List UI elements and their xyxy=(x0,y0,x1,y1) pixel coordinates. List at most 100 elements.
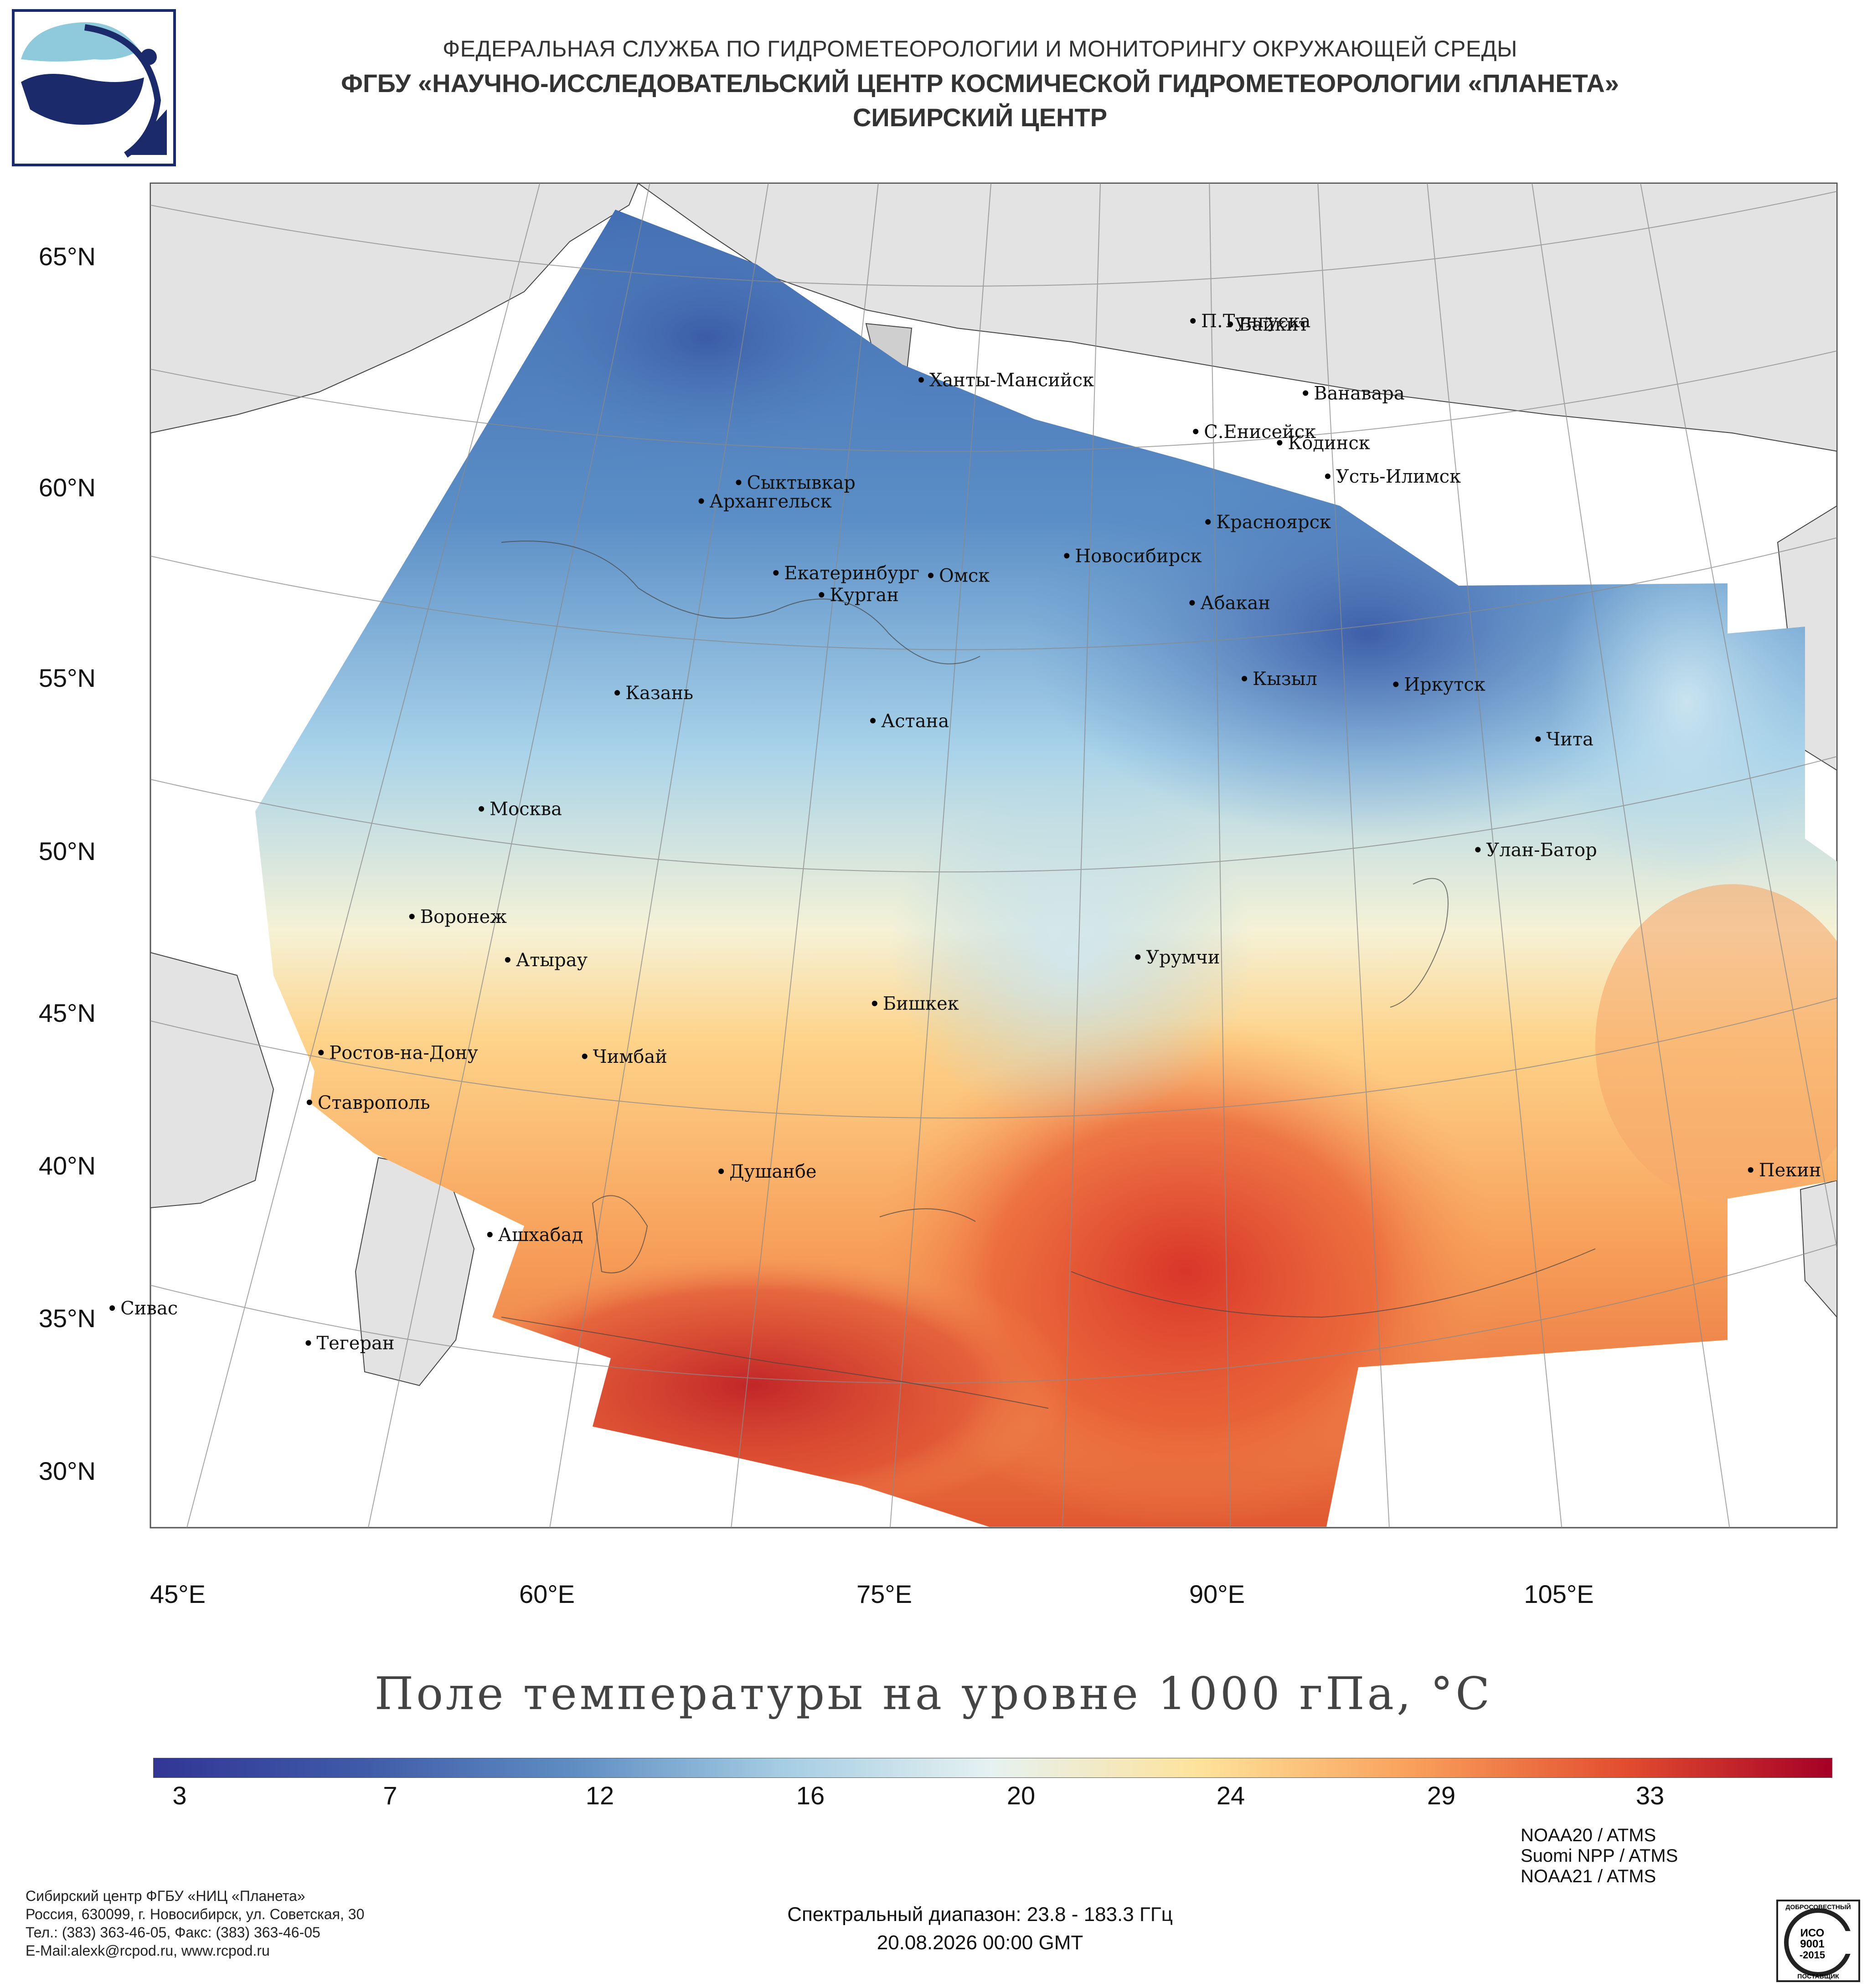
city-label: Сивас xyxy=(120,1298,178,1319)
city-label: Абакан xyxy=(1200,593,1270,614)
city-marker xyxy=(614,690,620,696)
city-label: Душанбе xyxy=(729,1161,817,1182)
city-marker xyxy=(918,377,924,383)
city-label: Архангельск xyxy=(710,491,832,512)
city-marker xyxy=(1189,600,1195,606)
lat-label-50: 50°N xyxy=(38,837,96,865)
city-marker xyxy=(736,479,742,485)
temperature-map: ДиксонХатангаСабеттаНорильскАрхангельскИ… xyxy=(109,182,1838,1529)
org-email: E-Mail:alexk@rcpod.ru, www.rcpod.ru xyxy=(26,1942,270,1959)
lon-label-60: 60°E xyxy=(519,1580,575,1608)
city-label: Екатеринбург xyxy=(784,563,919,584)
lat-label-30: 30°N xyxy=(38,1457,96,1485)
temperature-colorbar xyxy=(153,1758,1832,1778)
city-label: Чимбай xyxy=(593,1046,667,1067)
observation-datetime: 20.08.2026 00:00 GMT xyxy=(877,1931,1083,1954)
city-marker xyxy=(305,1340,311,1346)
colorbar-tick-3: 3 xyxy=(172,1781,187,1810)
city-marker xyxy=(409,913,415,919)
city-label: Чита xyxy=(1546,729,1594,750)
city-marker xyxy=(870,718,876,724)
city-marker xyxy=(1325,473,1331,479)
city-label: Омск xyxy=(939,566,990,587)
city-marker xyxy=(1227,321,1233,327)
boundaries xyxy=(501,541,1596,1409)
city-marker xyxy=(718,1169,724,1174)
city-label: Пекин xyxy=(1759,1160,1821,1181)
city-marker xyxy=(1193,428,1199,434)
city-marker xyxy=(1535,736,1541,742)
city-marker xyxy=(1242,675,1248,681)
graticule xyxy=(150,183,1837,1528)
iso-bottom-text: ПОСТАВЩИК xyxy=(1797,1973,1839,1980)
city-marker xyxy=(1748,1167,1754,1173)
product-info: Спектральный диапазон: 23.8 - 183.3 ГГц … xyxy=(593,1900,1367,1957)
city-label: Красноярск xyxy=(1216,512,1331,533)
city-marker xyxy=(1277,440,1283,446)
city-marker xyxy=(306,1099,312,1105)
city-marker xyxy=(1393,681,1399,687)
colorbar-tick-29: 29 xyxy=(1427,1781,1456,1810)
city-label: Казань xyxy=(625,683,693,704)
city-label: Астана xyxy=(881,711,949,731)
header-agency: ФЕДЕРАЛЬНАЯ СЛУЖБА ПО ГИДРОМЕТЕОРОЛОГИИ … xyxy=(443,36,1517,62)
colorbar-tick-12: 12 xyxy=(585,1781,614,1810)
city-label: Урумчи xyxy=(1146,947,1220,968)
city-label: Ашхабад xyxy=(498,1225,583,1246)
lat-label-65: 65°N xyxy=(38,242,96,271)
lon-label-75: 75°E xyxy=(856,1580,913,1608)
iso-top-text: ДОБРОСОВЕСТНЫЙ xyxy=(1785,1903,1851,1911)
colorbar-tick-7: 7 xyxy=(383,1781,397,1810)
lat-label-45: 45°N xyxy=(38,999,96,1027)
city-marker xyxy=(1190,318,1196,324)
city-label: Ростов-на-Дону xyxy=(329,1042,478,1063)
city-marker xyxy=(872,1000,877,1006)
city-label: Бишкек xyxy=(883,994,959,1015)
lon-label-45: 45°E xyxy=(150,1580,206,1608)
city-label: Улан-Батор xyxy=(1486,839,1597,860)
city-label: Сыктывкар xyxy=(747,472,855,493)
city-label: Новосибирск xyxy=(1075,546,1202,567)
satellite-list: NOAA20 / ATMS Suomi NPP / ATMS NOAA21 / … xyxy=(1521,1825,1678,1887)
satellite-noaa21: NOAA21 / ATMS xyxy=(1521,1866,1656,1886)
iso-number: 9001 xyxy=(1800,1938,1824,1950)
lon-label-90: 90°E xyxy=(1189,1580,1245,1608)
satellite-noaa20: NOAA20 / ATMS xyxy=(1521,1825,1656,1845)
city-label: Ханты-Мансийск xyxy=(929,370,1094,391)
city-label: Москва xyxy=(490,799,562,820)
city-label: Иркутск xyxy=(1404,674,1485,695)
colorbar-tick-20: 20 xyxy=(1006,1781,1036,1810)
city-marker xyxy=(487,1231,493,1237)
city-marker xyxy=(582,1053,588,1059)
city-marker xyxy=(1475,847,1481,853)
header-center: СИБИРСКИЙ ЦЕНТР xyxy=(852,103,1108,132)
colorbar-tick-16: 16 xyxy=(796,1781,825,1810)
city-label: Ванавара xyxy=(1314,383,1405,404)
city-marker xyxy=(479,806,485,812)
colorbar-tick-24: 24 xyxy=(1216,1781,1245,1810)
planeta-logo xyxy=(12,9,176,166)
lat-label-40: 40°N xyxy=(38,1151,96,1180)
city-marker xyxy=(698,498,704,504)
city-marker xyxy=(928,572,934,578)
city-marker xyxy=(505,957,511,963)
city-marker xyxy=(109,1305,115,1311)
lat-label-60: 60°N xyxy=(38,473,96,502)
lon-label-105: 105°E xyxy=(1524,1580,1594,1608)
city-label: П.Тунгуска xyxy=(1201,311,1310,332)
city-label: Ставрополь xyxy=(318,1092,430,1113)
org-name: Сибирский центр ФГБУ «НИЦ «Планета» xyxy=(26,1888,305,1904)
city-label: Курган xyxy=(830,585,899,606)
city-marker xyxy=(1064,553,1070,559)
header-institute: ФГБУ «НАУЧНО-ИССЛЕДОВАТЕЛЬСКИЙ ЦЕНТР КОС… xyxy=(341,69,1619,98)
lat-label-55: 55°N xyxy=(38,664,96,692)
lat-label-35: 35°N xyxy=(38,1304,96,1333)
iso-label: ИСО xyxy=(1800,1927,1825,1939)
city-marker xyxy=(1303,390,1309,396)
org-phone: Тел.: (383) 363-46-05, Факс: (383) 363-4… xyxy=(26,1924,320,1941)
city-marker xyxy=(773,570,779,576)
city-label: Воронеж xyxy=(420,906,507,927)
city-label: Атырау xyxy=(516,950,588,971)
city-label: Байкит xyxy=(1238,314,1309,335)
org-contacts: Сибирский центр ФГБУ «НИЦ «Планета» Росс… xyxy=(26,1887,364,1960)
